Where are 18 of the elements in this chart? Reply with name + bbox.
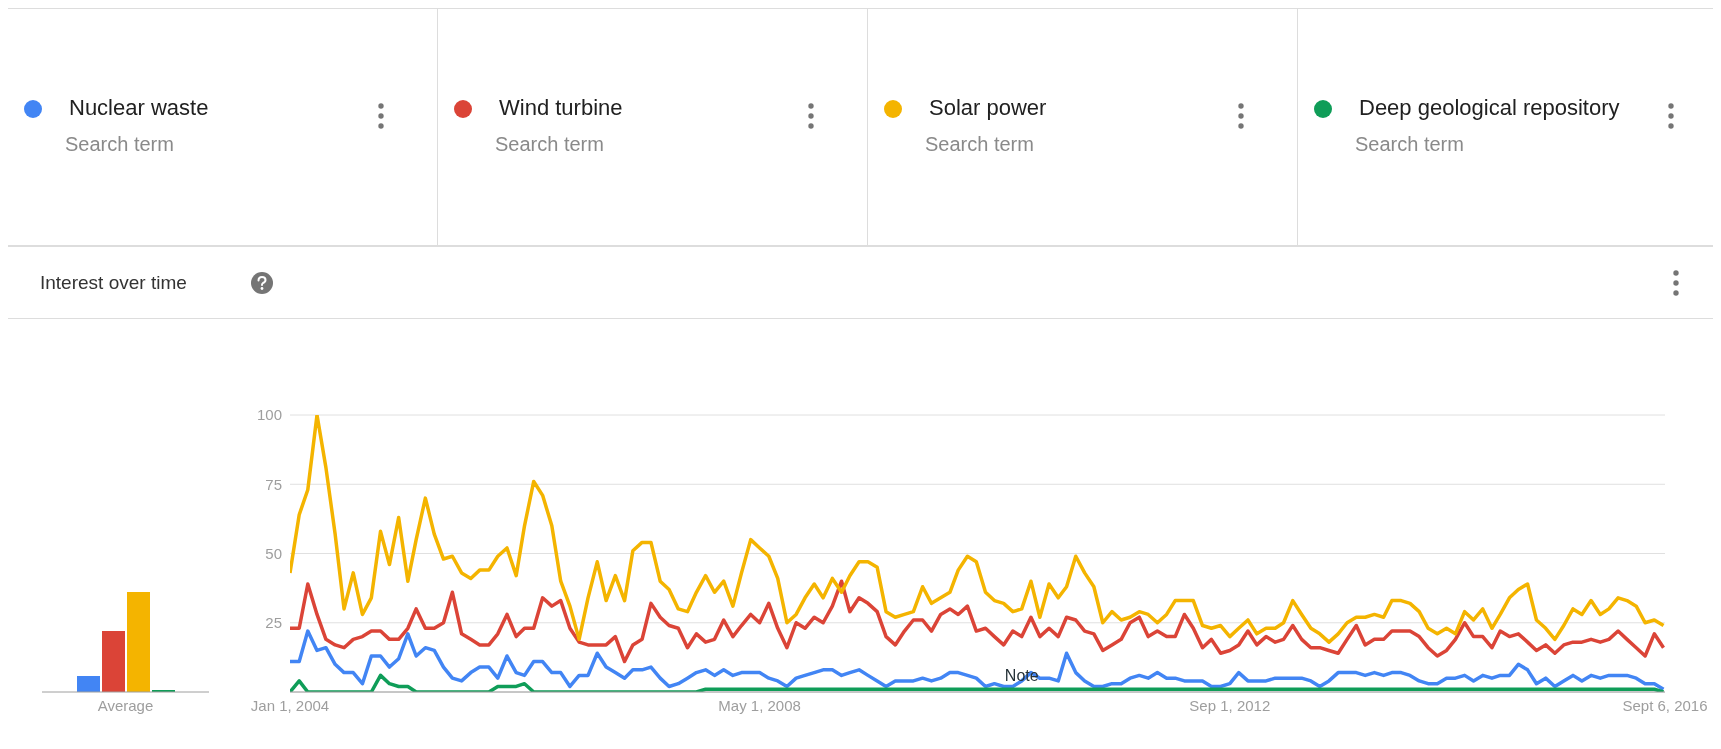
x-tick-label: Jan 1, 2004: [250, 696, 330, 714]
y-tick-label: 100: [256, 406, 282, 424]
y-tick-label: 25: [265, 614, 282, 632]
legend-label: Deep geological repository: [1359, 95, 1620, 121]
text: Search term: [925, 133, 1034, 156]
text: Search term: [495, 133, 604, 156]
text: Interest over time: [40, 272, 187, 294]
text: Search term: [65, 133, 174, 156]
y-tick-label: 50: [265, 544, 282, 562]
legend-label: Wind turbine: [499, 95, 623, 121]
legend-label: Solar power: [929, 95, 1047, 121]
x-tick-label: Sep 1, 2012: [1189, 696, 1271, 714]
x-tick-label: May 1, 2008: [718, 696, 801, 714]
legend-label: Nuclear waste: [69, 95, 209, 121]
text: Search term: [1355, 133, 1464, 156]
y-tick-label: 75: [265, 475, 282, 493]
x-tick-label: Average: [97, 696, 154, 714]
x-tick-label: Sept 6, 2016: [1622, 696, 1708, 714]
